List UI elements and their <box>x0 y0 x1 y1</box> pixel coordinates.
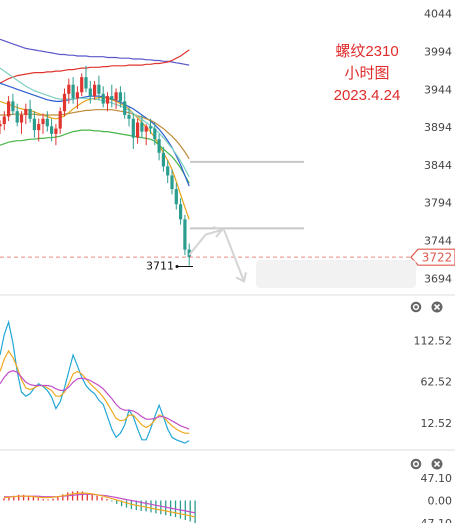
projection-arrow <box>223 229 245 282</box>
candle-body <box>127 114 131 119</box>
candle-body <box>161 152 165 167</box>
candle-body <box>80 77 84 93</box>
gear-icon[interactable] <box>410 301 422 313</box>
y-tick-label: 62.52 <box>421 376 453 389</box>
close-icon[interactable] <box>431 458 443 470</box>
candle-body <box>170 175 174 190</box>
candle-body <box>131 118 135 138</box>
low-marker-label: 3711 <box>146 260 174 273</box>
y-tick-label: 3694 <box>424 272 452 285</box>
oscillator-line <box>0 319 190 444</box>
candle-body <box>136 122 140 138</box>
projection-arrow <box>188 228 223 256</box>
candle-body <box>75 92 79 99</box>
y-tick-label: 3894 <box>424 121 452 134</box>
gear-icon[interactable] <box>410 458 422 470</box>
candle-body <box>174 189 178 205</box>
candle-body <box>11 101 15 112</box>
y-tick-label: 47.10 <box>421 472 453 485</box>
annotation-line-1: 螺纹2310 <box>335 43 398 60</box>
projection-arrowhead <box>212 226 224 238</box>
macd-line <box>3 492 196 518</box>
candle-body <box>157 139 161 153</box>
candle-body <box>62 93 67 112</box>
current-price-label: 3722 <box>422 251 453 265</box>
candle-body <box>2 116 6 125</box>
candle-body <box>28 108 32 119</box>
candle-body <box>144 126 148 132</box>
oscillator-panel: 112.52 62.52 12.52 <box>0 319 453 444</box>
y-tick-label: 3944 <box>424 83 452 96</box>
candle-body <box>71 84 75 99</box>
y-tick-label: 3994 <box>424 45 452 58</box>
candle-body <box>97 84 101 94</box>
candle-body <box>123 101 127 115</box>
candlestick-panel: 4044 3994 3944 3894 3844 3794 3744 3694 3722 371… <box>0 8 455 288</box>
candle-body <box>45 118 49 127</box>
candle-body <box>84 77 88 89</box>
candle-body <box>101 93 105 104</box>
y-tick-label: -47.10 <box>417 517 452 523</box>
ma-line <box>0 96 190 220</box>
candle-body <box>67 84 71 94</box>
y-tick-label: 112.52 <box>414 335 453 348</box>
candle-body <box>37 124 41 131</box>
candle-body <box>24 108 28 115</box>
y-tick-label: 3844 <box>424 159 452 172</box>
candle-body <box>140 122 144 132</box>
candle-body <box>0 124 2 127</box>
annotation-line-2: 小时图 <box>344 65 389 82</box>
candle-body <box>7 101 11 117</box>
candle-body <box>88 88 92 97</box>
annotation-line-3: 2023.4.24 <box>334 87 401 104</box>
candle-body <box>32 118 36 131</box>
candle-body <box>114 92 118 100</box>
oscillator-line <box>0 370 190 430</box>
candle-body <box>118 92 122 102</box>
candle-body <box>153 128 157 140</box>
candle-body <box>179 204 183 220</box>
projection-arrowhead <box>235 272 247 283</box>
y-tick-label: 3794 <box>424 197 452 210</box>
oscillator-line <box>0 349 190 434</box>
candle-body <box>93 84 97 97</box>
candle-body <box>58 111 62 129</box>
macd-panel: 47.10 0.00 -47.10 <box>3 472 453 523</box>
candle-body <box>19 114 24 123</box>
y-tick-label: 0.00 <box>428 495 453 508</box>
candle-body <box>148 126 153 129</box>
candle-body <box>110 96 114 100</box>
low-marker-dot <box>175 265 179 268</box>
y-tick-label: 4044 <box>424 8 452 21</box>
ma-line <box>0 38 190 66</box>
candle-body <box>54 128 58 134</box>
watermark-block <box>256 260 416 288</box>
ma-line <box>0 129 190 184</box>
y-tick-label: 12.52 <box>421 417 453 430</box>
candle-body <box>50 126 54 134</box>
y-tick-label: 3744 <box>424 235 452 248</box>
current-price-tag <box>410 248 455 266</box>
candle-body <box>105 96 110 104</box>
candle-body <box>183 219 187 250</box>
candle-body <box>166 166 170 176</box>
candle-body <box>15 111 19 123</box>
close-icon[interactable] <box>431 301 443 313</box>
candle-body <box>41 118 45 125</box>
ma-line <box>0 49 190 84</box>
